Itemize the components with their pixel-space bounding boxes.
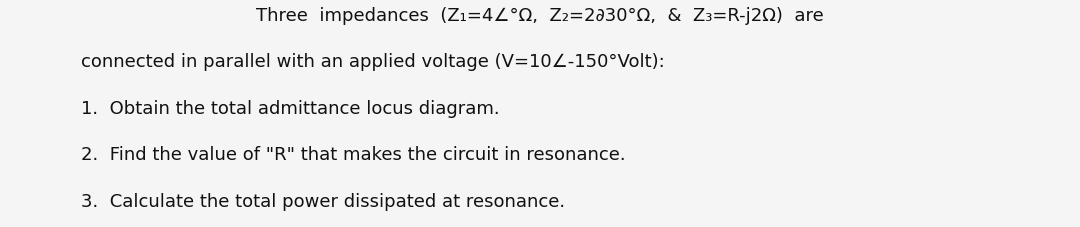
Text: Three  impedances  (Z₁=4∠°Ω,  Z₂=2∂30°Ω,  &  Z₃=R-j2Ω)  are: Three impedances (Z₁=4∠°Ω, Z₂=2∂30°Ω, & … <box>256 7 824 25</box>
Text: 3.  Calculate the total power dissipated at resonance.: 3. Calculate the total power dissipated … <box>81 193 565 211</box>
Text: 1.  Obtain the total admittance locus diagram.: 1. Obtain the total admittance locus dia… <box>81 100 500 118</box>
Text: 2.  Find the value of "R" that makes the circuit in resonance.: 2. Find the value of "R" that makes the … <box>81 146 625 164</box>
Text: connected in parallel with an applied voltage (V=10∠-150°Volt):: connected in parallel with an applied vo… <box>81 53 665 71</box>
